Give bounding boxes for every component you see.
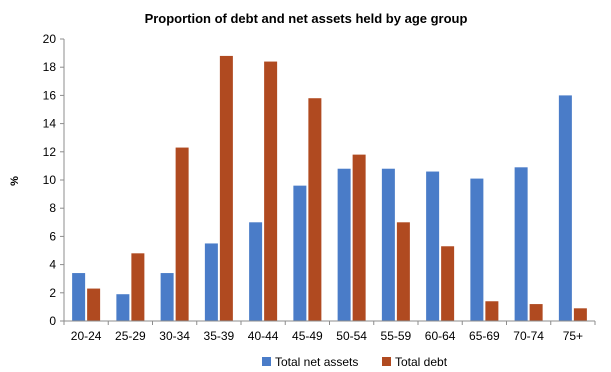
bar-total-net-assets: [381, 168, 395, 321]
y-tick-label: 18: [43, 60, 57, 74]
x-tick-label: 35-39: [204, 329, 235, 343]
x-tick-label: 20-24: [71, 329, 102, 343]
y-axis: 0 2 4 6 8 10 12 14 16 18 20: [43, 32, 64, 328]
bar-total-debt: [573, 308, 587, 321]
y-tick-label: 14: [43, 117, 57, 131]
legend-label: Total net assets: [275, 355, 358, 369]
bar-total-debt: [87, 288, 101, 321]
x-tick-label: 60-64: [425, 329, 456, 343]
bar-total-debt: [175, 147, 189, 321]
x-tick-label: 45-49: [292, 329, 323, 343]
legend: Total net assets Total debt: [262, 355, 448, 369]
x-tick-label: 30-34: [159, 329, 190, 343]
bar-total-debt: [219, 55, 233, 322]
bar-total-debt: [396, 222, 410, 321]
x-tick-label: 55-59: [381, 329, 412, 343]
y-tick-label: 2: [49, 286, 56, 300]
x-tick-label: 25-29: [115, 329, 146, 343]
y-tick-label: 0: [49, 314, 56, 328]
bar-total-debt: [441, 246, 455, 321]
bar-total-debt: [308, 98, 322, 321]
chart-title: Proportion of debt and net assets held b…: [145, 11, 468, 26]
x-axis: 20-24 25-29 30-34 35-39 40-44 45-49 50-54 55-59…: [63, 321, 596, 343]
bar-total-net-assets: [426, 171, 440, 321]
bar-total-net-assets: [337, 168, 351, 321]
bar-total-net-assets: [72, 273, 86, 321]
bar-total-debt: [264, 61, 278, 322]
bar-total-net-assets: [204, 243, 218, 321]
bar-total-debt: [529, 304, 543, 321]
x-tick-label: 75+: [563, 329, 583, 343]
legend-swatch: [262, 357, 271, 366]
x-tick-label: 50-54: [336, 329, 367, 343]
y-tick-label: 12: [43, 145, 57, 159]
x-tick-label: 65-69: [469, 329, 500, 343]
y-tick-label: 4: [49, 258, 56, 272]
y-tick-label: 8: [49, 201, 56, 215]
bar-total-net-assets: [293, 185, 307, 321]
bar-total-net-assets: [116, 294, 130, 321]
bar-total-net-assets: [558, 95, 572, 322]
bar-total-net-assets: [514, 167, 528, 321]
y-tick-label: 20: [43, 32, 57, 46]
x-tick-label: 70-74: [513, 329, 544, 343]
legend-swatch: [382, 357, 391, 366]
y-tick-label: 16: [43, 88, 57, 102]
bar-total-debt: [352, 154, 366, 321]
bar-total-net-assets: [160, 273, 174, 321]
bar-total-net-assets: [249, 222, 263, 321]
plot-area: [72, 55, 587, 322]
bar-total-net-assets: [470, 178, 484, 321]
bar-total-debt: [131, 253, 145, 321]
y-axis-label: %: [9, 176, 21, 186]
y-tick-label: 6: [49, 229, 56, 243]
y-tick-label: 10: [43, 173, 57, 187]
legend-label: Total debt: [395, 355, 448, 369]
x-tick-label: 40-44: [248, 329, 279, 343]
bar-total-debt: [485, 301, 499, 321]
